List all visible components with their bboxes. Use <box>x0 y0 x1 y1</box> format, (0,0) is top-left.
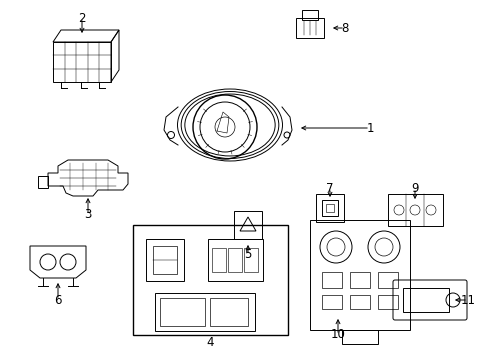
Text: 5: 5 <box>244 248 251 261</box>
Text: 10: 10 <box>330 328 345 342</box>
Text: 4: 4 <box>206 336 213 348</box>
Text: 1: 1 <box>366 122 373 135</box>
Bar <box>325 204 333 212</box>
Bar <box>377 272 397 288</box>
Bar <box>209 298 247 326</box>
Text: 3: 3 <box>84 208 92 221</box>
Bar <box>212 248 225 272</box>
Bar <box>132 225 287 335</box>
Bar <box>155 293 254 331</box>
Bar <box>53 42 111 82</box>
Bar <box>227 248 242 272</box>
Bar <box>402 288 447 312</box>
Bar <box>153 246 177 274</box>
Bar <box>349 272 369 288</box>
Bar <box>309 220 409 330</box>
Bar <box>377 295 397 309</box>
Bar <box>146 239 183 281</box>
Bar <box>321 272 341 288</box>
Text: 7: 7 <box>325 181 333 194</box>
Text: 9: 9 <box>410 181 418 194</box>
Bar <box>234 211 262 239</box>
Bar <box>244 248 258 272</box>
Bar <box>207 239 262 281</box>
Bar <box>386 194 442 226</box>
Bar <box>321 295 341 309</box>
Bar <box>302 10 317 20</box>
Text: 11: 11 <box>460 293 474 306</box>
Text: 2: 2 <box>78 12 85 24</box>
Text: 8: 8 <box>341 22 348 35</box>
Bar <box>341 330 377 344</box>
Bar <box>349 295 369 309</box>
Bar <box>160 298 204 326</box>
Bar <box>321 200 337 216</box>
Bar <box>315 194 343 222</box>
Text: 6: 6 <box>54 293 61 306</box>
Bar <box>295 18 324 38</box>
